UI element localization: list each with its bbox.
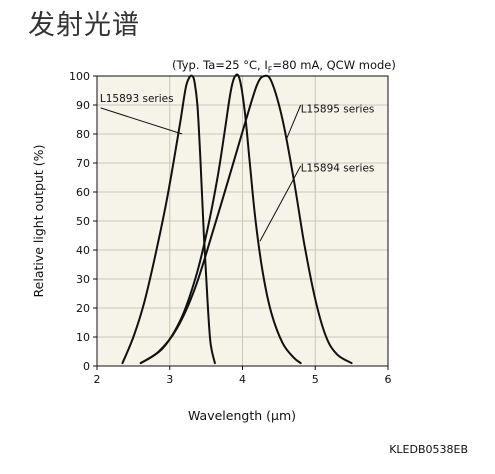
y-axis-label: Relative light output (%) [31, 145, 46, 298]
y-tick-label: 20 [76, 302, 90, 315]
x-tick-label: 6 [385, 373, 392, 386]
x-axis-label: Wavelength (μm) [188, 408, 296, 423]
axis-ticks: 0 10 20 30 40 50 60 70 80 90 100 2 3 4 5 6 [69, 70, 392, 386]
x-tick-label: 4 [239, 373, 246, 386]
page-title: 发射光谱 [28, 10, 140, 41]
y-tick-label: 30 [76, 273, 90, 286]
conditions-subscript: F [267, 65, 273, 75]
y-tick-label: 40 [76, 244, 90, 257]
x-tick-label: 2 [94, 373, 101, 386]
annotation-leaders: L15893 series L15895 series L15894 series [100, 93, 375, 242]
leader-line-l15895-series [285, 104, 302, 140]
leader-line-l15894-series [259, 165, 302, 242]
series-label-l15895-series: L15895 series [301, 103, 375, 115]
y-tick-label: 0 [83, 360, 90, 373]
y-tick-label: 10 [76, 331, 90, 344]
x-tick-label: 3 [166, 373, 173, 386]
conditions-prefix: (Typ. Ta=25 °C, I [172, 58, 268, 72]
figure-code: KLEDB0538EB [389, 443, 468, 456]
x-tick-label: 5 [312, 373, 319, 386]
y-tick-label: 70 [76, 157, 90, 170]
curve-l15894-series [139, 73, 302, 365]
y-tick-label: 100 [69, 70, 90, 83]
series-label-l15894-series: L15894 series [301, 163, 375, 175]
y-tick-label: 90 [76, 99, 90, 112]
leader-line-l15893-series [100, 107, 183, 135]
measurement-conditions: (Typ. Ta=25 °C, IF=80 mA, QCW mode) [172, 56, 396, 79]
y-tick-label: 80 [76, 128, 90, 141]
series-label-l15893-series: L15893 series [100, 93, 174, 105]
y-tick-label: 60 [76, 186, 90, 199]
y-tick-label: 50 [76, 215, 90, 228]
grid-lines [97, 76, 388, 366]
conditions-suffix: =80 mA, QCW mode) [272, 58, 396, 72]
